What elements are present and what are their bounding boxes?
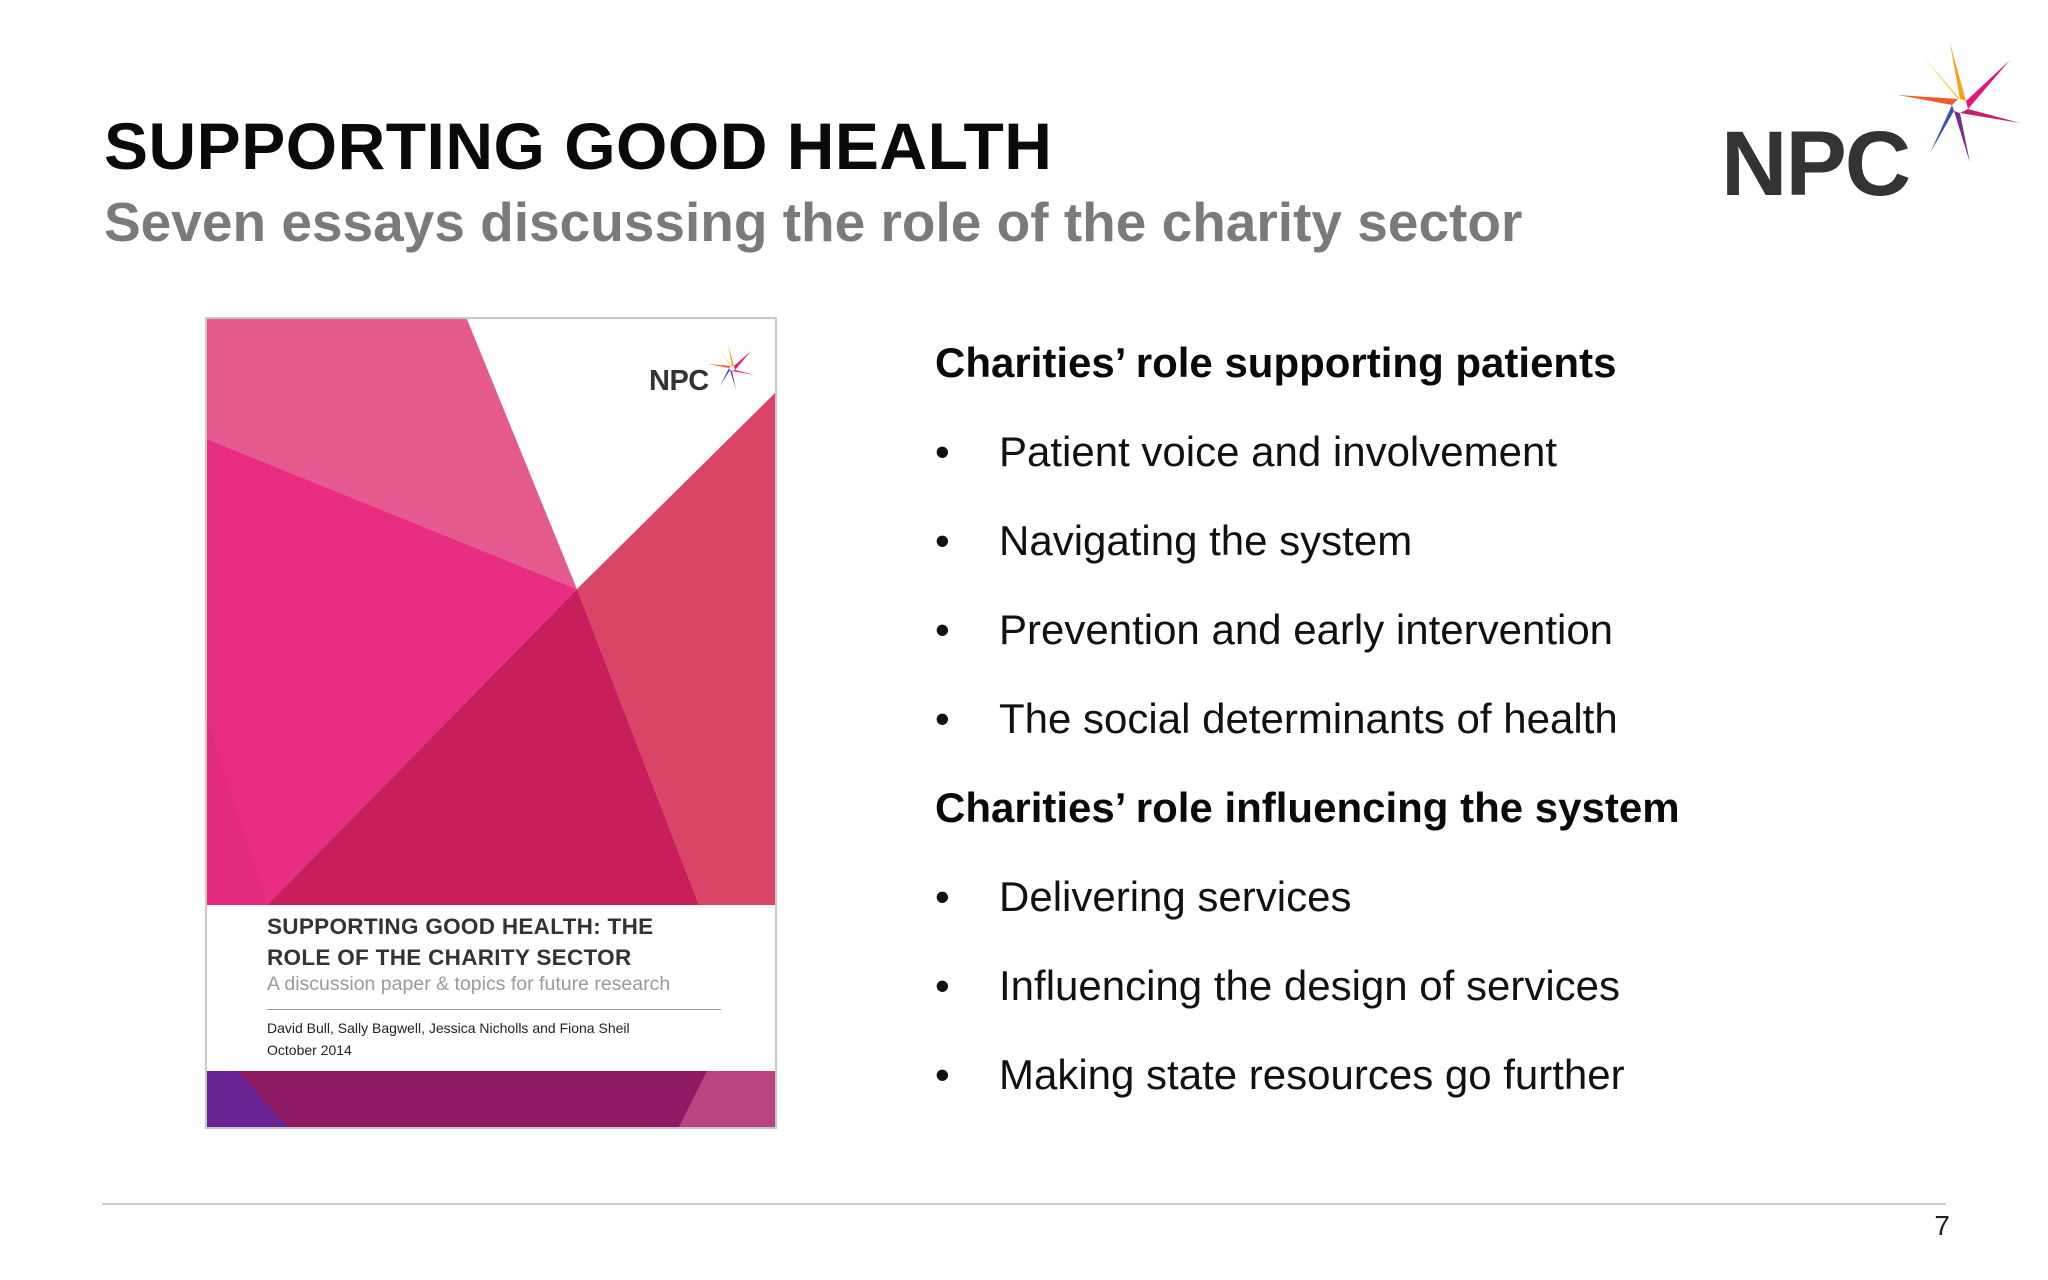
list-item: • Navigating the system [935, 508, 1995, 597]
cover-artwork [207, 319, 775, 905]
bullet-marker: • [935, 428, 950, 475]
bullet-marker: • [935, 606, 950, 653]
bullet-text: Delivering services [999, 873, 1352, 920]
cover-subtitle: A discussion paper & topics for future r… [267, 973, 671, 995]
report-cover: NPC SUPPORTING GOOD HEALTH: THE ROLE OF … [205, 317, 777, 1129]
cover-title-line2: ROLE OF THE CHARITY SECTOR [267, 945, 632, 970]
list-item: • The social determinants of health [935, 686, 1995, 775]
page-number: 7 [1934, 1210, 1950, 1241]
cover-npc-logo: NPC [649, 343, 769, 403]
section-heading-patients: Charities’ role supporting patients [935, 339, 1617, 386]
bullet-text: Navigating the system [999, 517, 1413, 564]
star-icon [1898, 43, 2020, 163]
logo-text: NPC [1721, 113, 1911, 215]
topics-list: Charities’ role supporting patients • Pat… [935, 330, 1995, 1131]
footer-divider [102, 1203, 1946, 1205]
section-heading-system: Charities’ role influencing the system [935, 784, 1680, 831]
cover-bottom-band [207, 1071, 775, 1127]
bullet-marker: • [935, 1051, 950, 1098]
bullet-text: Making state resources go further [999, 1051, 1625, 1098]
list-item: • Patient voice and involvement [935, 419, 1995, 508]
list-item: • Prevention and early intervention [935, 597, 1995, 686]
cover-title: SUPPORTING GOOD HEALTH: THE ROLE OF THE … [267, 911, 653, 973]
cover-star-icon [708, 344, 755, 390]
bullet-text: Influencing the design of services [999, 962, 1621, 1009]
list-item: • Delivering services [935, 864, 1995, 953]
cover-authors: David Bull, Sally Bagwell, Jessica Nicho… [267, 1020, 630, 1036]
bullet-text: The social determinants of health [999, 695, 1618, 742]
bullet-text: Patient voice and involvement [999, 428, 1557, 475]
bullet-marker: • [935, 517, 950, 564]
bullet-marker: • [935, 695, 950, 742]
list-item: • Influencing the design of services [935, 953, 1995, 1042]
slide-subtitle: Seven essays discussing the role of the … [104, 191, 1523, 253]
cover-logo-text: NPC [649, 365, 709, 397]
cover-date: October 2014 [267, 1042, 352, 1058]
slide-title: SUPPORTING GOOD HEALTH [104, 109, 1053, 183]
bullet-text: Prevention and early intervention [999, 606, 1614, 653]
cover-credits: David Bull, Sally Bagwell, Jessica Nicho… [267, 1017, 630, 1061]
npc-logo: NPC [1715, 40, 2035, 210]
bullet-marker: • [935, 962, 950, 1009]
list-item: • Making state resources go further [935, 1042, 1995, 1131]
bullet-marker: • [935, 873, 950, 920]
cover-divider [267, 1009, 721, 1010]
cover-title-line1: SUPPORTING GOOD HEALTH: THE [267, 914, 654, 939]
